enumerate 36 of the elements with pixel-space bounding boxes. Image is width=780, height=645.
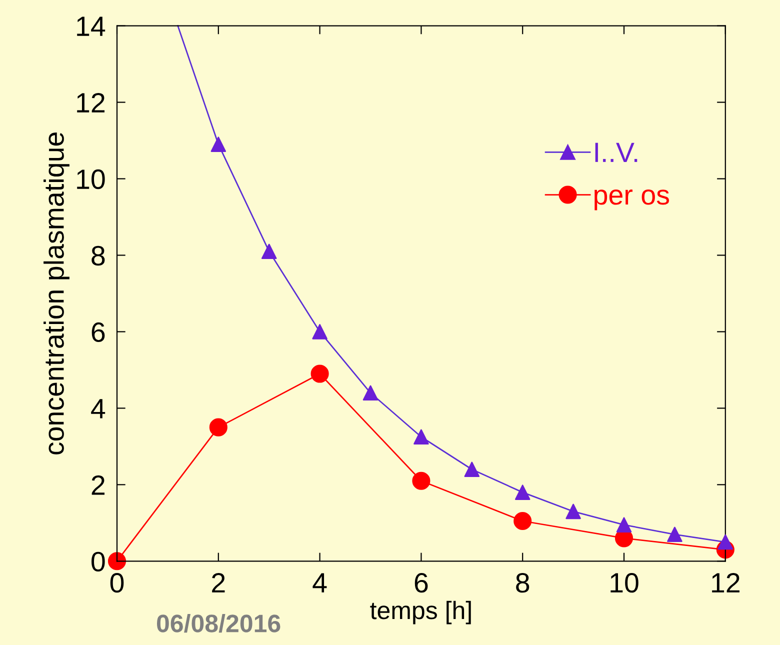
x-axis-title: temps [h] [370, 600, 471, 624]
y-tick-label: 10 [77, 169, 105, 190]
point [312, 324, 328, 340]
y-axis-title: concentration plasmatique [44, 132, 70, 454]
legend-label: per os [594, 190, 669, 210]
point [616, 517, 632, 532]
point [718, 534, 734, 550]
point [667, 526, 682, 542]
x-tick-label: 0 [110, 572, 124, 593]
point [464, 462, 480, 478]
x-tick-label: 6 [414, 572, 428, 593]
point [566, 504, 581, 520]
point [310, 364, 329, 383]
point [210, 136, 226, 152]
point [362, 385, 378, 401]
point [514, 512, 532, 530]
y-tick-label: 4 [91, 399, 106, 418]
text: 06/08/2016 [156, 614, 280, 633]
point [209, 418, 228, 436]
point [414, 429, 429, 445]
y-tick-label: 2 [92, 475, 104, 495]
y-tick-label: 6 [92, 322, 105, 342]
x-tick-label: 12 [712, 572, 740, 592]
legend-label: I..V. [595, 142, 638, 162]
y-tick-label: 0 [92, 552, 105, 572]
y-tick-label: 12 [77, 92, 104, 112]
point [412, 472, 430, 490]
x-tick-label: 8 [516, 572, 530, 593]
y-tick-label: 8 [92, 246, 105, 266]
point [514, 484, 530, 500]
x-tick-label: 10 [610, 572, 638, 593]
x-tick-label: 4 [312, 573, 327, 592]
y-tick-label: 14 [77, 16, 106, 36]
point [108, 552, 126, 570]
x-tick-label: 2 [212, 572, 225, 592]
point [261, 244, 277, 260]
